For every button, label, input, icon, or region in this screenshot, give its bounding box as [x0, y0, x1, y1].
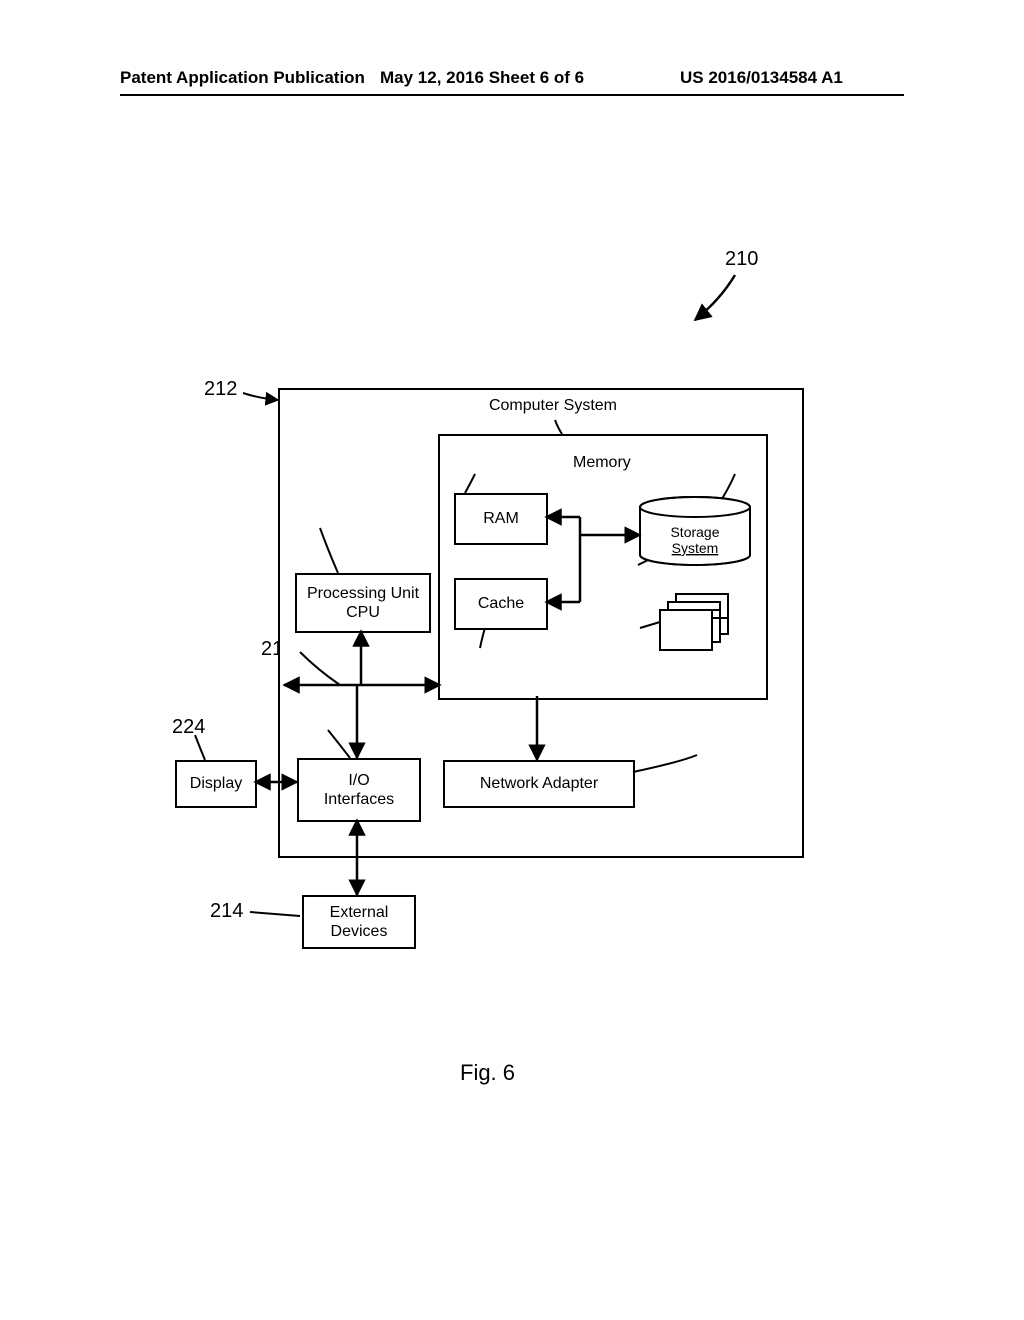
display-box: Display [175, 760, 257, 808]
figure-caption: Fig. 6 [460, 1060, 515, 1086]
patent-figure-page: Patent Application Publication May 12, 2… [0, 0, 1024, 1320]
display-label: Display [190, 774, 242, 793]
ram-label: RAM [483, 509, 519, 528]
io-interfaces-box: I/O Interfaces [297, 758, 421, 822]
cache-box: Cache [454, 578, 548, 630]
ref-210: 210 [725, 248, 758, 271]
memory-label: Memory [573, 454, 631, 472]
ext-label-2: Devices [331, 922, 388, 941]
ram-box: RAM [454, 493, 548, 545]
ref-214: 214 [210, 900, 243, 923]
cpu-box: Processing Unit CPU [295, 573, 431, 633]
network-adapter-box: Network Adapter [443, 760, 635, 808]
header-middle: May 12, 2016 Sheet 6 of 6 [380, 68, 584, 88]
ref-224: 224 [172, 716, 205, 739]
io-label-1: I/O [348, 771, 369, 790]
header-left: Patent Application Publication [120, 68, 365, 88]
cpu-label-2: CPU [346, 603, 380, 622]
computer-system-label: Computer System [489, 397, 617, 414]
header-rule [120, 94, 904, 96]
cache-label: Cache [478, 594, 524, 613]
memory-box [438, 434, 768, 700]
network-adapter-label: Network Adapter [480, 774, 598, 793]
ext-label-1: External [330, 903, 389, 922]
ref-212: 212 [204, 378, 237, 401]
external-devices-box: External Devices [302, 895, 416, 949]
cpu-label-1: Processing Unit [307, 584, 419, 603]
io-label-2: Interfaces [324, 790, 394, 809]
header-right: US 2016/0134584 A1 [680, 68, 843, 88]
